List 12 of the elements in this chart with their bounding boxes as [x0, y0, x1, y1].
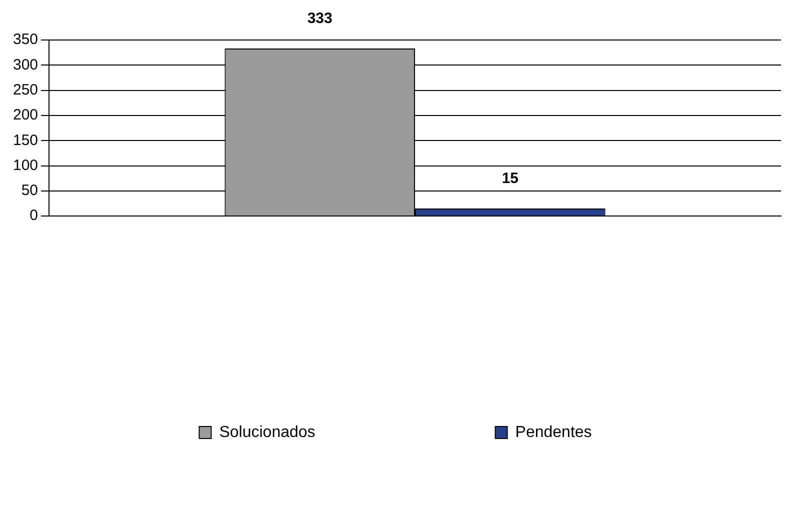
y-tick-label: 150: [12, 132, 38, 149]
y-tick-label: 0: [30, 207, 38, 224]
data-label: 333: [307, 10, 332, 28]
legend-label: Pendentes: [515, 424, 592, 441]
data-label: 15: [502, 170, 519, 188]
y-tick-label: 200: [12, 106, 38, 124]
legend-label: Solucionados: [219, 424, 316, 441]
y-tick-label: 350: [12, 31, 38, 48]
y-tick-label: 250: [12, 81, 38, 98]
y-tick-label: 50: [21, 182, 38, 200]
y-tick-label: 300: [12, 56, 38, 74]
y-tick-label: 100: [12, 156, 38, 174]
